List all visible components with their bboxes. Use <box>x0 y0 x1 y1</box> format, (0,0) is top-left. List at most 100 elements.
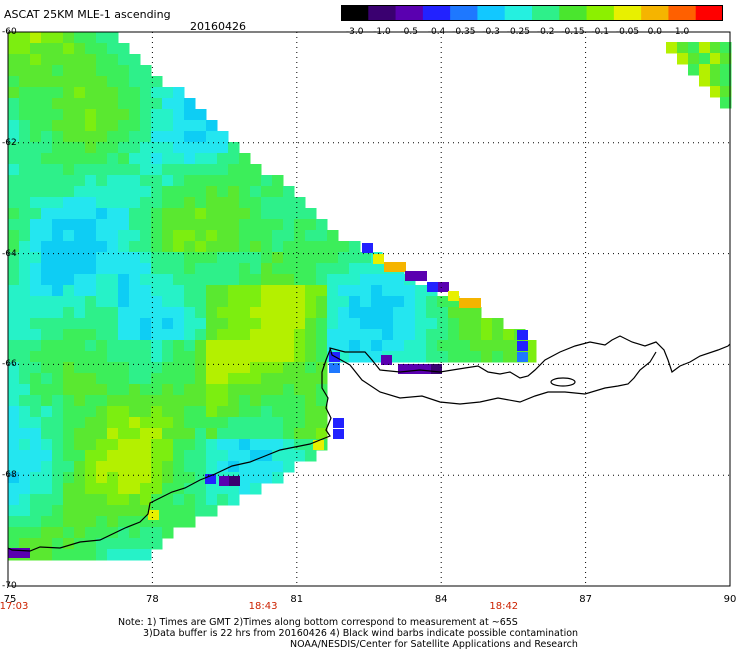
swath-cell <box>272 230 284 242</box>
swath-cell <box>129 252 141 264</box>
swath-cell <box>239 373 251 385</box>
swath-cell <box>217 164 229 176</box>
swath-cell <box>151 274 163 286</box>
swath-cell <box>228 406 240 418</box>
swath-cell <box>96 472 108 484</box>
swath-cell <box>228 153 240 165</box>
swath-cell <box>151 538 163 550</box>
swath-cell <box>118 351 130 363</box>
swath-cell <box>677 42 689 54</box>
swath-cell <box>8 527 20 539</box>
swath-cell <box>118 175 130 187</box>
swath-cell <box>162 197 174 209</box>
swath-cell <box>525 340 537 352</box>
swath-cell <box>382 318 394 330</box>
swath-cell <box>19 307 31 319</box>
swath-cell <box>85 307 97 319</box>
swath-cell <box>217 252 229 264</box>
swath-cell <box>74 472 86 484</box>
swath-cell <box>382 340 394 352</box>
swath-cell <box>184 461 196 473</box>
swath-cell <box>63 384 75 396</box>
swath-cell <box>107 439 119 451</box>
swath-cell <box>74 109 86 121</box>
swath-cell <box>470 351 482 363</box>
swath-cell <box>217 241 229 253</box>
swath-cell <box>162 164 174 176</box>
swath-cell-anomaly <box>373 254 384 264</box>
swath-cell <box>173 329 185 341</box>
swath-cell-anomaly <box>362 243 373 253</box>
swath-cell <box>30 285 42 297</box>
swath-cell <box>85 87 97 99</box>
swath-cell <box>129 274 141 286</box>
swath-cell <box>305 406 317 418</box>
swath-cell <box>305 417 317 429</box>
swath-cell <box>52 153 64 165</box>
swath-cell <box>8 76 20 88</box>
swath-cell <box>129 98 141 110</box>
swath-cell <box>261 362 273 374</box>
swath-cell <box>30 318 42 330</box>
swath-cell <box>30 307 42 319</box>
swath-cell <box>239 406 251 418</box>
swath-cell-anomaly <box>8 548 19 558</box>
swath-cell <box>74 538 86 550</box>
swath-cell <box>96 494 108 506</box>
swath-cell <box>720 86 732 98</box>
swath-cell <box>96 340 108 352</box>
swath-cell <box>393 351 405 363</box>
swath-cell <box>426 351 438 363</box>
swath-cell <box>63 208 75 220</box>
swath-cell <box>360 252 372 264</box>
swath-cell <box>107 549 119 561</box>
swath-cell <box>305 362 317 374</box>
swath-cell <box>206 219 218 231</box>
colorbar-swatch <box>586 5 615 21</box>
swath-cell <box>459 307 471 319</box>
colorbar-swatch <box>559 5 588 21</box>
swath-cell <box>272 450 284 462</box>
swath-cell <box>162 505 174 517</box>
swath-cell <box>239 417 251 429</box>
swath-cell <box>184 164 196 176</box>
swath-cell <box>195 373 207 385</box>
swath-cell <box>239 362 251 374</box>
swath-cell <box>118 472 130 484</box>
swath-cell <box>129 395 141 407</box>
swath-cell <box>107 428 119 440</box>
swath-cell <box>63 505 75 517</box>
swath-cell <box>19 120 31 132</box>
swath-cell <box>41 428 53 440</box>
swath-cell <box>239 450 251 462</box>
swath-cell <box>52 549 64 561</box>
swath-cell <box>118 98 130 110</box>
swath-cell <box>217 428 229 440</box>
swath-cell <box>206 362 218 374</box>
swath-cell <box>470 340 482 352</box>
swath-cell <box>272 384 284 396</box>
swath-cell <box>206 450 218 462</box>
latitude-label: -60 <box>2 27 17 37</box>
swath-cell <box>107 406 119 418</box>
swath-cell <box>74 505 86 517</box>
swath-cell <box>459 351 471 363</box>
swath-cell <box>74 32 86 44</box>
swath-cell <box>184 153 196 165</box>
swath-cell <box>503 329 515 341</box>
swath-cell <box>41 340 53 352</box>
swath-cell <box>19 285 31 297</box>
swath-cell <box>677 53 689 65</box>
swath-cell <box>294 197 306 209</box>
swath-cell <box>459 329 471 341</box>
swath-cell <box>173 439 185 451</box>
swath-cell <box>63 450 75 462</box>
swath-cell <box>30 43 42 55</box>
swath-cell <box>30 450 42 462</box>
swath-cell <box>74 483 86 495</box>
swath-cell <box>129 351 141 363</box>
swath-cell <box>63 549 75 561</box>
swath-cell <box>294 384 306 396</box>
swath-cell <box>85 549 97 561</box>
swath-cell <box>272 439 284 451</box>
